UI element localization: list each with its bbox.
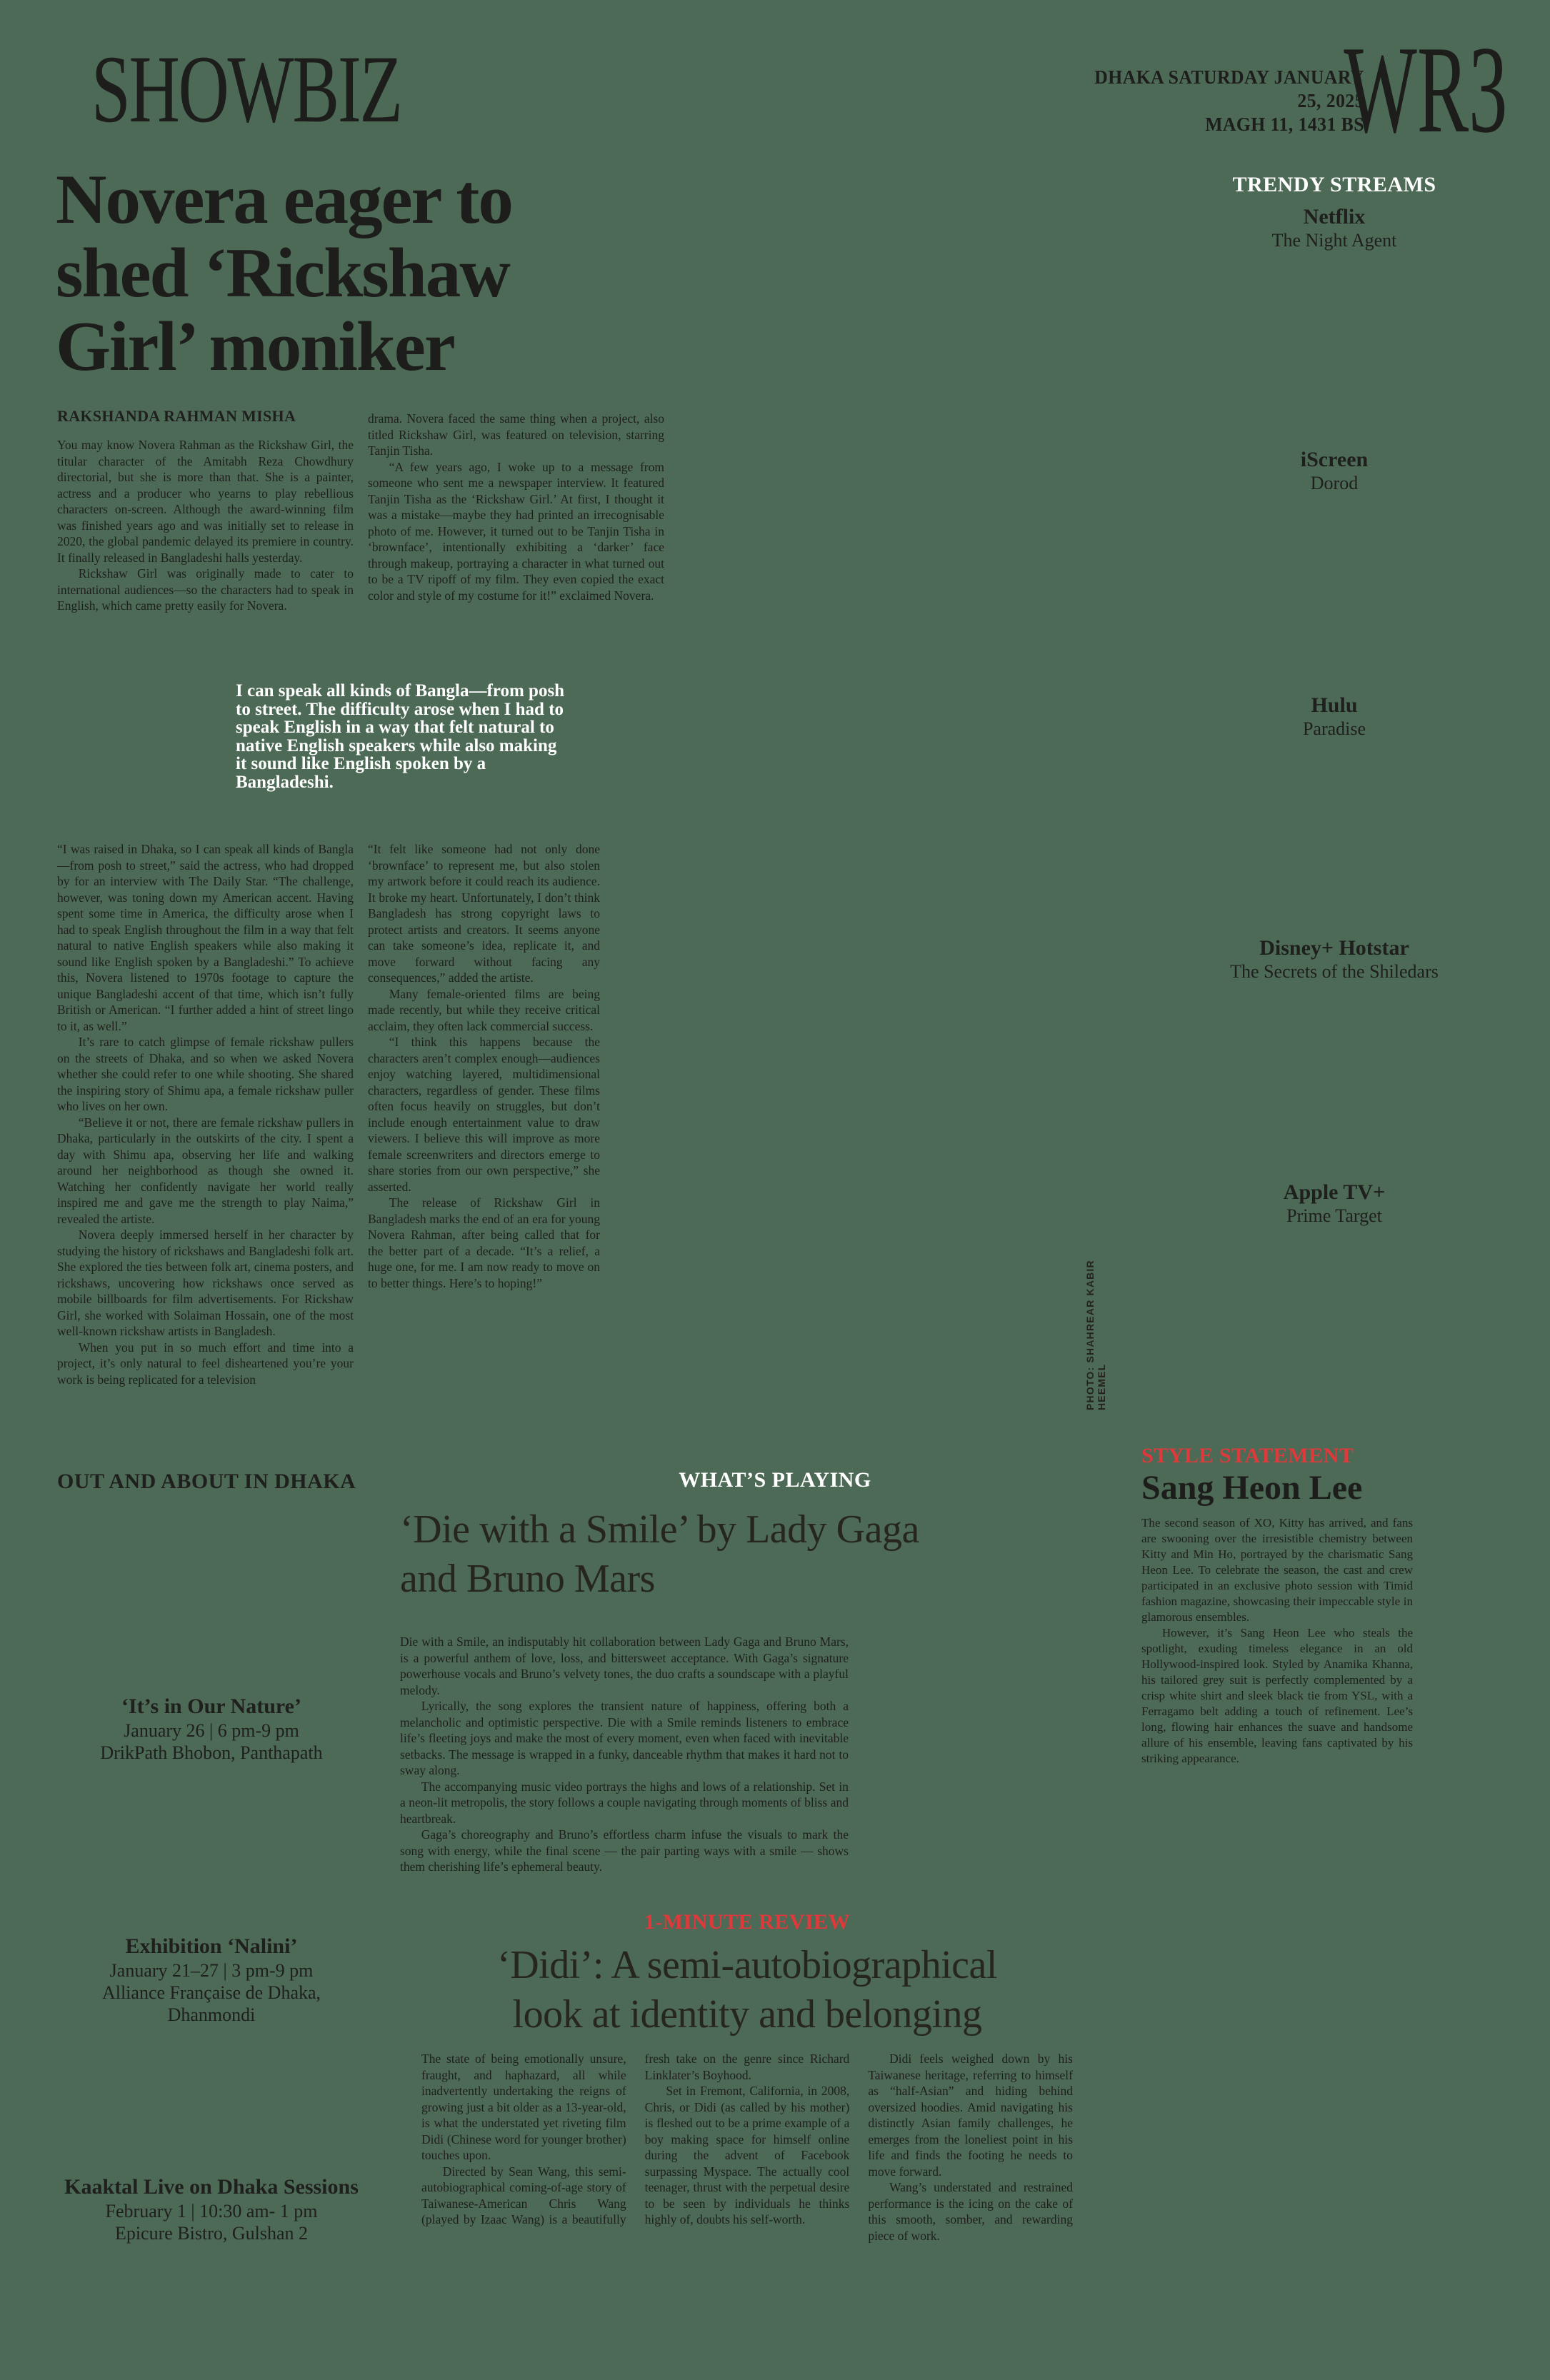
event-datetime: February 1 | 10:30 am- 1 pm [105, 2201, 318, 2221]
photo-credit: PHOTO: SHAHREAR KABIR HEEMEL [1084, 1260, 1107, 1410]
whats-playing-header: WHAT’S PLAYING [679, 1468, 871, 1492]
paragraph: Lyrically, the song explores the transie… [400, 1699, 849, 1777]
style-statement-body: The second season of XO, Kitty has arriv… [1141, 1515, 1413, 1767]
stream-platform: Apple TV+ [1283, 1180, 1386, 1204]
paragraph: “A few years ago, I woke up to a message… [368, 459, 664, 603]
event-its-in-our-nature: ‘It’s in Our Nature’ January 26 | 6 pm-9… [50, 1694, 373, 1764]
paragraph: “I think this happens because the charac… [368, 1035, 600, 1194]
main-headline: Novera eager to shed ‘Rickshaw Girl’ mon… [56, 163, 713, 383]
stream-item-disney-hotstar: Disney+ Hotstar The Secrets of the Shile… [1191, 935, 1477, 983]
paragraph: The accompanying music video portrays th… [400, 1779, 849, 1826]
event-exhibition-nalini: Exhibition ‘Nalini’ January 21–27 | 3 pm… [50, 1934, 373, 2026]
main-headline-line: shed ‘Rickshaw [56, 234, 511, 312]
main-headline-line: Novera eager to [56, 161, 514, 238]
byline: RAKSHANDA RAHMAN MISHA [57, 407, 296, 425]
style-statement-header: STYLE STATEMENT [1141, 1444, 1354, 1467]
event-venue: Epicure Bistro, Gulshan 2 [114, 2223, 309, 2244]
paragraph: The second season of XO, Kitty has arriv… [1141, 1516, 1413, 1624]
event-kaaktal-live: Kaaktal Live on Dhaka Sessions February … [50, 2174, 373, 2244]
headline-line: look at identity and belonging [512, 1992, 982, 2037]
paragraph: When you put in so much effort and time … [57, 1340, 354, 1387]
paragraph: Set in Fremont, California, in 2008, Chr… [644, 2084, 850, 2226]
stream-item-netflix: Netflix The Night Agent [1191, 204, 1477, 251]
trendy-streams-header: TRENDY STREAMS [1232, 173, 1436, 196]
main-story-column-2-bottom: “It felt like someone had not only done … [368, 841, 600, 1291]
stream-item-hulu: Hulu Paradise [1191, 693, 1477, 740]
headline-line: and Bruno Mars [400, 1557, 655, 1601]
paragraph: Rickshaw Girl was originally made to cat… [57, 566, 354, 613]
trendy-streams-sidebar: TRENDY STREAMS Netflix The Night Agent i… [1191, 0, 1477, 1285]
paragraph: Many female-oriented films are being mad… [368, 986, 600, 1033]
stream-title: The Night Agent [1271, 230, 1397, 251]
whats-playing-body: Die with a Smile, an indisputably hit co… [400, 1634, 849, 1875]
out-and-about-header: OUT AND ABOUT IN DHAKA [57, 1470, 356, 1493]
paragraph: Novera deeply immersed herself in her ch… [57, 1227, 354, 1338]
main-story-column-1-top: You may know Novera Rahman as the Ricksh… [57, 437, 354, 614]
main-story-column-1-bottom: “I was raised in Dhaka, so I can speak a… [57, 841, 354, 1387]
stream-platform: iScreen [1300, 448, 1369, 471]
stream-title: The Secrets of the Shiledars [1230, 961, 1439, 982]
minute-review-headline: ‘Didi’: A semi-autobiographical look at … [421, 1941, 1073, 2039]
paragraph: You may know Novera Rahman as the Ricksh… [57, 438, 354, 565]
event-datetime: January 26 | 6 pm-9 pm [124, 1720, 299, 1741]
paragraph: “It felt like someone had not only done … [368, 842, 600, 985]
main-story-column-2-top: drama. Novera faced the same thing when … [368, 411, 664, 603]
whats-playing-headline: ‘Die with a Smile’ by Lady Gaga and Brun… [400, 1505, 1100, 1604]
stream-title: Paradise [1302, 718, 1366, 739]
dateline: DHAKA SATURDAY JANUARY 25, 2025 MAGH 11,… [1086, 66, 1365, 136]
paragraph: The state of being emotionally unsure, f… [421, 2052, 626, 2162]
pull-quote: I can speak all kinds of Bangla—from pos… [236, 681, 565, 792]
paragraph: Die with a Smile, an indisputably hit co… [400, 1635, 849, 1697]
events-column: ‘It’s in Our Nature’ January 26 | 6 pm-9… [50, 0, 373, 2380]
stream-title: Prime Target [1286, 1205, 1382, 1226]
paragraph: Gaga’s choreography and Bruno’s effortle… [400, 1827, 849, 1874]
paragraph: “I was raised in Dhaka, so I can speak a… [57, 842, 354, 1033]
headline-line: ‘Didi’: A semi-autobiographical [497, 1943, 997, 1987]
paragraph: Directed by Sean Wang, this semi-autobio… [421, 2052, 850, 2226]
headline-line: ‘Die with a Smile’ by Lady Gaga [400, 1507, 919, 1552]
dateline-gregorian: DHAKA SATURDAY JANUARY 25, 2025 [1094, 66, 1364, 111]
minute-review-body: The state of being emotionally unsure, f… [421, 2051, 1073, 2336]
paragraph: “Believe it or not, there are female ric… [57, 1115, 354, 1226]
event-venue: Dhanmondi [167, 2004, 256, 2025]
paragraph: However, it’s Sang Heon Lee who steals t… [1141, 1626, 1413, 1765]
event-venue: DrikPath Bhobon, Panthapath [100, 1742, 323, 1763]
paragraph: Wang’s understated and restrained perfor… [868, 2180, 1073, 2243]
stream-platform: Disney+ Hotstar [1259, 936, 1409, 960]
dateline-bangla: MAGH 11, 1431 BS [1205, 114, 1364, 135]
paragraph: The release of Rickshaw Girl in Banglade… [368, 1195, 600, 1290]
stream-title: Dorod [1310, 473, 1359, 493]
event-datetime: January 21–27 | 3 pm-9 pm [109, 1960, 314, 1981]
event-title: ‘It’s in Our Nature’ [121, 1694, 301, 1718]
paragraph: Didi feels weighed down by his Taiwanese… [868, 2052, 1073, 2179]
section-masthead: SHOWBIZ [91, 36, 403, 143]
paragraph: It’s rare to catch glimpse of female ric… [57, 1035, 354, 1113]
event-title: Kaaktal Live on Dhaka Sessions [64, 2175, 359, 2199]
event-venue: Alliance Française de Dhaka, [101, 1982, 321, 2003]
event-title: Exhibition ‘Nalini’ [125, 1934, 298, 1958]
style-statement-headline: Sang Heon Lee [1141, 1469, 1363, 1507]
stream-item-iscreen: iScreen Dorod [1191, 447, 1477, 494]
paragraph: drama. Novera faced the same thing when … [368, 411, 664, 458]
page-number: WR3 [1343, 20, 1507, 159]
stream-platform: Hulu [1311, 693, 1358, 717]
main-headline-line: Girl’ moniker [56, 308, 456, 386]
stream-platform: Netflix [1303, 205, 1366, 229]
minute-review-header: 1-MINUTE REVIEW [644, 1910, 851, 1934]
stream-item-apple-tv: Apple TV+ Prime Target [1191, 1180, 1477, 1227]
